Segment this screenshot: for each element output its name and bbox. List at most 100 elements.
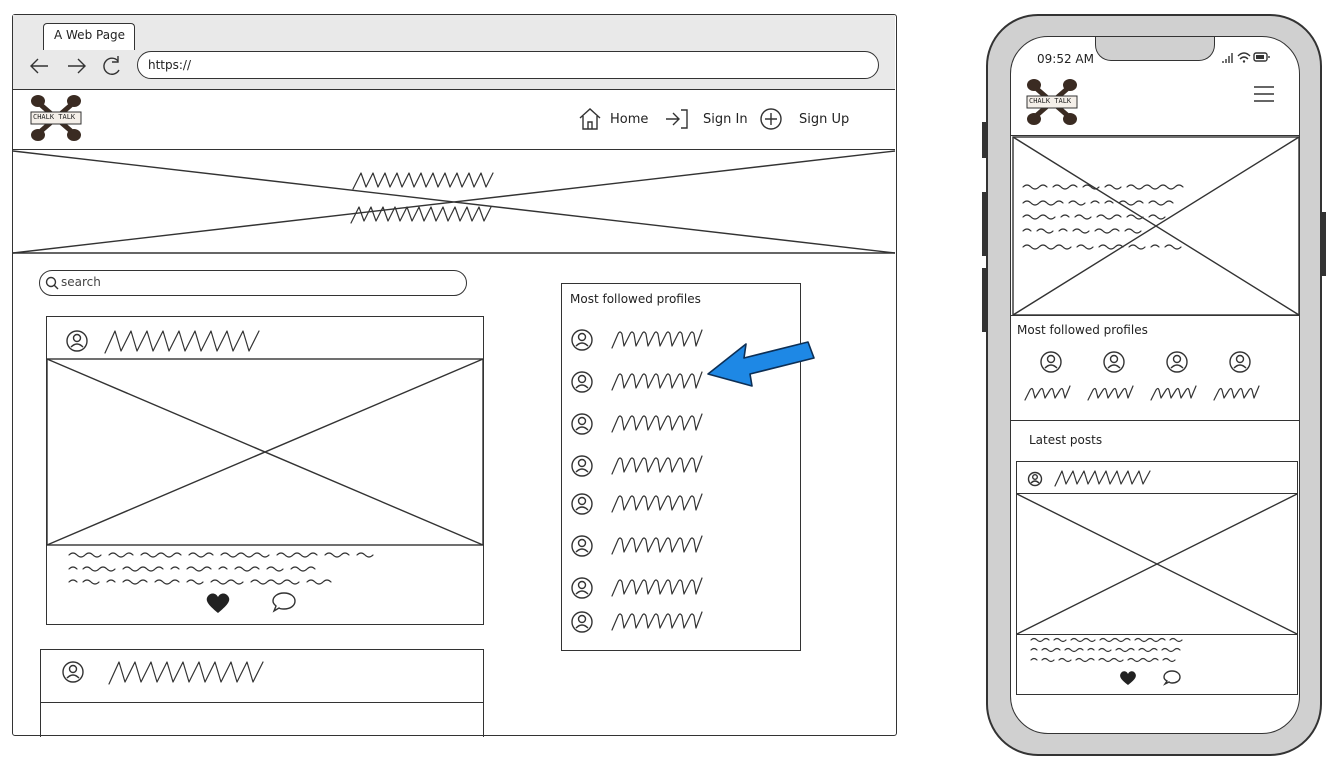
post-text-scribble xyxy=(1030,637,1183,663)
post-text-scribble xyxy=(68,552,374,585)
comment-icon[interactable] xyxy=(271,591,297,613)
profile-name-scribble xyxy=(1150,385,1197,401)
battery-icon xyxy=(1253,52,1270,62)
profile-name-scribble xyxy=(611,611,703,631)
mobile-most-followed-title: Most followed profiles xyxy=(1017,323,1148,337)
mobile-header-divider xyxy=(1011,135,1299,136)
profile-name-scribble xyxy=(611,413,703,433)
avatar-icon xyxy=(62,661,84,683)
forward-icon[interactable] xyxy=(65,55,87,77)
avatar-icon xyxy=(66,330,88,352)
divider xyxy=(1017,634,1297,635)
mobile-hero-placeholder xyxy=(1012,136,1299,316)
site-logo[interactable]: CHALK TALK xyxy=(29,93,83,143)
profile-list-item[interactable] xyxy=(570,410,790,436)
phone-screen: 09:52 AM CHALK TALK Most followed profil… xyxy=(1010,36,1300,734)
plus-circle-icon xyxy=(760,108,782,130)
profile-list-item[interactable] xyxy=(570,574,790,600)
avatar-icon xyxy=(571,329,593,351)
browser-tab[interactable]: A Web Page xyxy=(43,23,135,50)
latest-posts-title: Latest posts xyxy=(1029,433,1103,447)
heart-icon[interactable] xyxy=(1119,670,1137,686)
post-username-scribble xyxy=(104,330,260,354)
phone-side-button xyxy=(982,122,986,158)
dumbbell-logo-icon xyxy=(1026,79,1078,125)
phone-side-button xyxy=(982,268,986,332)
avatar-icon xyxy=(1027,471,1043,487)
post-card xyxy=(46,316,484,625)
avatar-icon xyxy=(1103,351,1125,373)
mobile-logo[interactable]: CHALK TALK xyxy=(1025,77,1079,127)
url-bar[interactable]: https:// xyxy=(137,51,879,79)
sidebar-title: Most followed profiles xyxy=(570,292,701,306)
wifi-icon xyxy=(1237,52,1251,63)
heart-icon[interactable] xyxy=(205,592,231,614)
profile-list-item[interactable] xyxy=(570,532,790,558)
profile-name-scribble xyxy=(611,329,703,349)
mobile-post-card xyxy=(1016,461,1298,695)
post-username-scribble xyxy=(108,661,264,685)
back-icon[interactable] xyxy=(29,55,51,77)
avatar-icon xyxy=(1229,351,1251,373)
logo-text: CHALK TALK xyxy=(33,113,76,121)
mobile-profile-item[interactable] xyxy=(1147,348,1203,408)
post-username-scribble xyxy=(1054,470,1151,487)
avatar-icon xyxy=(571,535,593,557)
nav-sign-up[interactable]: Sign Up xyxy=(759,107,859,133)
profile-list-item[interactable] xyxy=(570,490,790,516)
avatar-icon xyxy=(1166,351,1188,373)
mobile-profile-item[interactable] xyxy=(1021,348,1077,408)
mobile-profile-item[interactable] xyxy=(1084,348,1140,408)
signal-icon xyxy=(1222,53,1233,63)
profile-name-scribble xyxy=(611,577,703,597)
profile-name-scribble xyxy=(611,455,703,475)
nav-sign-in[interactable]: Sign In xyxy=(665,107,755,133)
home-icon xyxy=(579,108,601,130)
avatar-icon xyxy=(1040,351,1062,373)
mobile-profile-item[interactable] xyxy=(1210,348,1266,408)
post-image-placeholder xyxy=(46,358,484,546)
profile-name-scribble xyxy=(611,535,703,555)
site-header xyxy=(13,90,895,150)
divider xyxy=(41,702,483,703)
avatar-icon xyxy=(571,611,593,633)
profile-name-scribble xyxy=(611,493,703,513)
hamburger-menu-icon[interactable] xyxy=(1253,85,1275,103)
search-placeholder: search xyxy=(61,275,101,289)
sign-in-icon xyxy=(666,109,688,129)
tab-title: A Web Page xyxy=(54,28,126,42)
nav-home[interactable]: Home xyxy=(578,107,650,133)
annotation-arrow xyxy=(707,341,815,387)
search-icon xyxy=(45,276,59,290)
profile-name-scribble xyxy=(1087,385,1134,401)
mobile-post-image-placeholder xyxy=(1016,493,1298,635)
profile-name-scribble xyxy=(1024,385,1071,401)
hero-image-placeholder xyxy=(12,150,896,254)
status-time: 09:52 AM xyxy=(1037,52,1094,66)
profile-name-scribble xyxy=(1213,385,1260,401)
nav-label: Home xyxy=(610,112,649,127)
mobile-most-followed: Most followed profiles xyxy=(1011,315,1299,421)
profile-name-scribble xyxy=(611,371,703,391)
profile-list-item[interactable] xyxy=(570,608,790,634)
avatar-icon xyxy=(571,455,593,477)
divider xyxy=(1017,493,1297,494)
nav-label: Sign Up xyxy=(799,112,850,127)
phone-side-button xyxy=(1322,212,1326,276)
profile-list-item[interactable] xyxy=(570,326,790,352)
phone-side-button xyxy=(982,192,986,256)
post-card xyxy=(40,649,484,737)
dumbbell-logo-icon xyxy=(30,95,82,141)
avatar-icon xyxy=(571,371,593,393)
profile-list-item[interactable] xyxy=(570,368,790,394)
comment-icon[interactable] xyxy=(1162,670,1181,686)
search-input[interactable]: search xyxy=(39,270,467,296)
logo-text: CHALK TALK xyxy=(1029,97,1072,105)
nav-label: Sign In xyxy=(703,112,748,127)
profile-list-item[interactable] xyxy=(570,452,790,478)
avatar-icon xyxy=(571,413,593,435)
url-text: https:// xyxy=(148,58,192,72)
refresh-icon[interactable] xyxy=(101,55,123,77)
phone-notch xyxy=(1095,37,1215,61)
most-followed-sidebar: Most followed profiles xyxy=(561,283,801,651)
